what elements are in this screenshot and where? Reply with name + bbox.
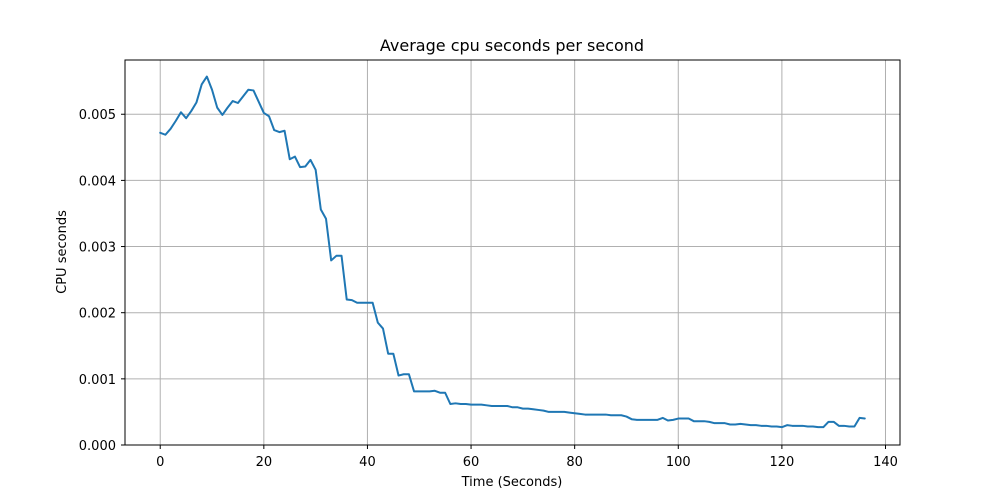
- y-axis-label: CPU seconds: [55, 210, 70, 294]
- y-tick-label: 0.005: [79, 108, 116, 123]
- x-tick-label: 100: [666, 455, 691, 470]
- y-tick-label: 0.002: [79, 307, 116, 322]
- series-line: [159, 75, 866, 429]
- grid: [125, 60, 900, 446]
- plot-frame: [124, 59, 901, 446]
- y-tick-label: 0.003: [79, 241, 116, 256]
- series-group: [159, 75, 866, 429]
- x-axis-label: Time (Seconds): [461, 475, 563, 490]
- y-tick-label: 0.001: [79, 373, 116, 388]
- x-tick-label: 140: [873, 455, 898, 470]
- x-tick-label: 0: [156, 455, 164, 470]
- x-tick-label: 120: [769, 455, 794, 470]
- y-tick-label: 0.004: [79, 174, 116, 189]
- y-axis-ticks: 0.000 0.001 0.002 0.003 0.004 0.005: [79, 108, 125, 454]
- x-tick-label: 60: [463, 455, 480, 470]
- chart-title: Average cpu seconds per second: [380, 36, 644, 55]
- x-axis-ticks: 0 20 40 60 80 100 120 140: [156, 445, 898, 470]
- x-tick-label: 20: [256, 455, 273, 470]
- x-tick-label: 80: [566, 455, 583, 470]
- x-tick-label: 40: [359, 455, 376, 470]
- y-tick-label: 0.000: [79, 439, 116, 454]
